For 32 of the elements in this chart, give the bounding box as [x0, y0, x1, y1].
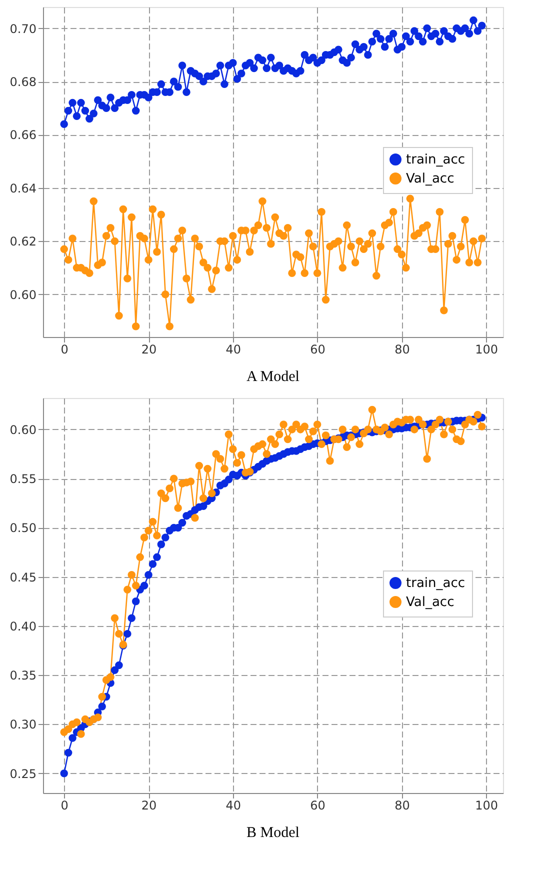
- y-tick-label: 0.25: [10, 766, 36, 781]
- x-tick-label: 100: [475, 798, 498, 812]
- y-tick-label: 0.30: [10, 718, 36, 732]
- legend-label: Val_acc: [406, 595, 454, 610]
- y-tick-label: 0.66: [10, 128, 36, 142]
- legend-label: train_acc: [406, 576, 466, 591]
- x-tick-label: 40: [226, 342, 242, 356]
- text: A Model: [246, 369, 300, 385]
- x-tick-label: 40: [226, 798, 242, 812]
- y-tick-label: 0.60: [10, 288, 36, 302]
- x-tick-label: 0: [60, 798, 68, 812]
- y-tick-label: 0.50: [10, 521, 36, 536]
- x-tick-label: 80: [394, 342, 410, 356]
- x-tick-label: 0: [60, 342, 68, 356]
- x-tick-label: 60: [310, 342, 326, 356]
- y-tick-label: 0.45: [10, 570, 36, 584]
- y-tick-label: 0.70: [10, 22, 36, 36]
- y-tick-label: 0.55: [10, 472, 36, 486]
- legend-label: train_acc: [406, 152, 466, 168]
- text: B Model: [246, 825, 300, 841]
- y-tick-label: 0.35: [10, 668, 36, 683]
- x-tick-label: 20: [141, 342, 157, 356]
- x-tick-label: 80: [394, 798, 410, 812]
- y-tick-label: 0.40: [10, 619, 36, 634]
- x-tick-label: 100: [475, 342, 498, 356]
- x-tick-label: 60: [310, 798, 326, 812]
- y-tick-label: 0.60: [10, 422, 36, 437]
- y-tick-label: 0.62: [10, 234, 36, 249]
- y-tick-label: 0.64: [10, 181, 36, 196]
- legend-label: Val_acc: [406, 172, 454, 186]
- x-tick-label: 20: [141, 798, 157, 812]
- y-tick-label: 0.68: [10, 75, 36, 90]
